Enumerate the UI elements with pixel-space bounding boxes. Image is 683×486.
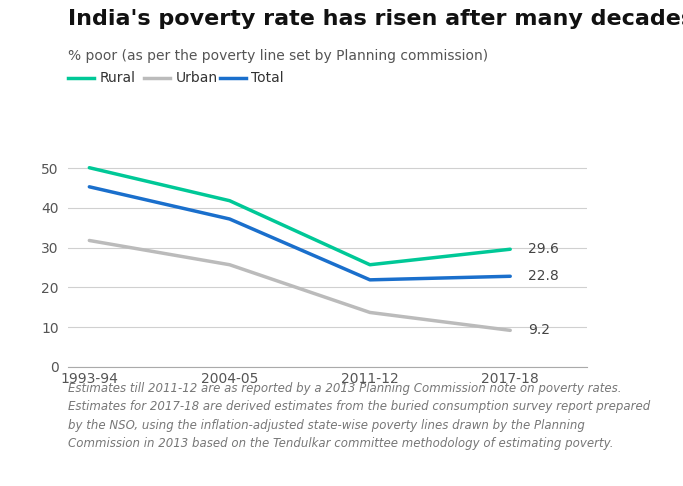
Text: Urban: Urban <box>176 71 218 85</box>
Text: India's poverty rate has risen after many decades: India's poverty rate has risen after man… <box>68 9 683 29</box>
Text: Total: Total <box>251 71 284 85</box>
Text: % poor (as per the poverty line set by Planning commission): % poor (as per the poverty line set by P… <box>68 49 488 63</box>
Text: 29.6: 29.6 <box>529 242 559 256</box>
Text: 9.2: 9.2 <box>529 323 550 337</box>
Text: Estimates till 2011-12 are as reported by a 2013 Planning Commission note on pov: Estimates till 2011-12 are as reported b… <box>68 382 650 450</box>
Text: Rural: Rural <box>100 71 136 85</box>
Text: 22.8: 22.8 <box>529 269 559 283</box>
